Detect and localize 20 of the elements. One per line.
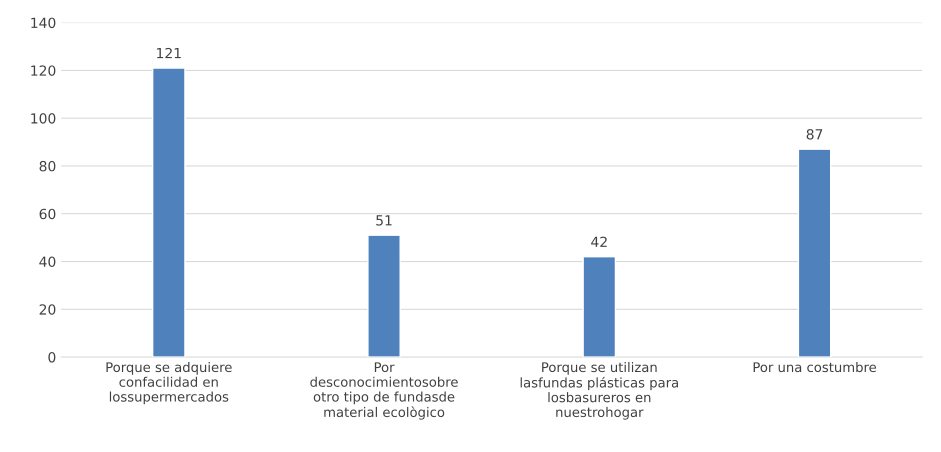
bar [582,256,616,358]
data-label: 51 [376,215,392,226]
data-label: 42 [591,236,607,247]
y-tick-label: 60 [40,208,56,220]
data-label: 121 [157,48,181,58]
y-tick-label: 120 [31,65,56,76]
bar [367,234,401,358]
bar [152,67,186,358]
x-tick-label: Por desconocimientosobre otro tipo de fundasde material ecològico [310,362,458,420]
x-tick-label: Porque se adquiere confacilidad en lossupermercados [106,362,232,404]
data-label: 87 [806,129,822,140]
bar [798,148,832,358]
x-tick-label: Por una costumbre [754,362,876,372]
y-tick-label: 40 [39,256,56,267]
y-tick-label: 100 [31,113,56,124]
y-tick-label: 0 [48,352,56,363]
y-tick-label: 80 [40,160,56,172]
x-tick-label: Porque se utilizan lasfundas plásticas para losbasureros en nuestrohogar [520,362,678,420]
y-tick-label: 140 [31,18,56,28]
y-tick-label: 20 [40,304,56,315]
